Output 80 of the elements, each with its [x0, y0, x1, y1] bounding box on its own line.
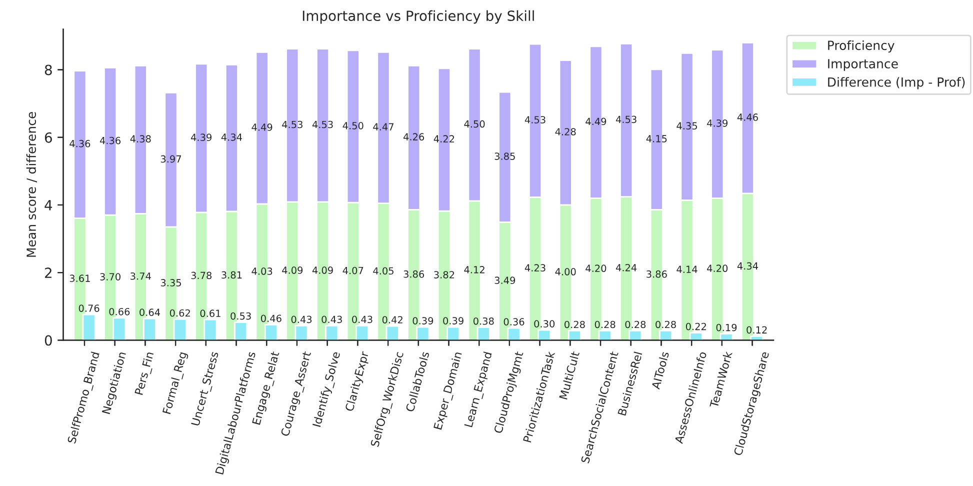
data-label: 0.28 [594, 320, 616, 328]
data-label: 0.43 [291, 316, 312, 324]
data-label: 0.38 [473, 317, 494, 325]
data-label: 4.05 [373, 267, 394, 275]
data-label: 0.30 [534, 320, 555, 328]
data-label: 4.24 [616, 264, 637, 272]
data-label: 0.39 [412, 317, 434, 324]
data-label: 4.49 [252, 124, 272, 131]
data-label: 4.20 [586, 264, 606, 272]
data-label: 3.74 [130, 272, 151, 280]
data-label: 4.15 [646, 135, 667, 142]
data-label: 0.42 [382, 316, 402, 324]
data-label: 4.53 [282, 120, 302, 128]
data-label: 0.22 [686, 322, 706, 330]
chart-title: Importance vs Proficiency by Skill [302, 10, 534, 24]
data-label: 4.22 [434, 135, 454, 142]
data-label: 4.53 [312, 120, 333, 128]
data-label: 4.35 [676, 122, 697, 130]
data-label: 4.09 [312, 266, 333, 274]
data-label: 4.36 [100, 136, 121, 144]
data-label: 0.46 [260, 314, 282, 322]
data-label: 0.36 [504, 318, 524, 326]
data-label: 0.66 [109, 308, 130, 316]
data-label: 0.64 [140, 308, 160, 316]
data-label: 4.07 [342, 266, 364, 274]
data-label: 4.49 [586, 118, 606, 126]
data-label: 4.12 [464, 266, 484, 274]
data-label: 0.19 [716, 324, 737, 332]
data-label: 3.86 [646, 270, 667, 278]
data-label: 3.78 [191, 272, 212, 280]
y-tick-label: 6 [44, 132, 52, 143]
legend-label: Difference (Imp - Prof) [828, 77, 965, 90]
data-label: 4.28 [555, 128, 576, 136]
data-label: 0.43 [322, 316, 342, 324]
data-label: 0.43 [352, 316, 372, 324]
x-tick-label: AITools [651, 351, 670, 390]
data-label: 4.09 [282, 266, 303, 274]
data-label: 4.39 [707, 119, 728, 127]
data-label: 4.36 [70, 140, 90, 148]
data-label: 0.28 [564, 320, 585, 328]
data-label: 0.28 [625, 320, 646, 328]
data-label: 4.34 [221, 133, 242, 141]
y-tick-label: 8 [44, 64, 52, 76]
data-label: 4.46 [737, 114, 758, 121]
data-label: 4.00 [555, 268, 576, 276]
y-tick-label: 0 [44, 335, 52, 346]
data-label: 3.82 [434, 271, 454, 278]
data-label: 4.14 [676, 266, 698, 273]
data-label: 4.34 [737, 262, 758, 270]
data-label: 4.20 [707, 264, 728, 272]
data-label: 3.35 [160, 279, 181, 286]
data-label: 4.47 [373, 123, 394, 130]
y-axis-title: Mean score / difference [26, 112, 37, 257]
data-label: 4.53 [616, 116, 636, 124]
data-label: 0.62 [170, 309, 190, 317]
data-label: 3.97 [160, 155, 181, 163]
data-label: 3.61 [70, 274, 90, 282]
data-label: 0.39 [443, 317, 464, 324]
legend-label: Proficiency [828, 40, 894, 53]
data-label: 4.39 [191, 134, 212, 142]
data-label: 4.50 [464, 120, 485, 128]
legend-label: Importance [828, 59, 898, 71]
data-label: 0.12 [746, 326, 767, 334]
data-label: 0.53 [230, 312, 251, 320]
data-label: 0.28 [656, 320, 676, 328]
data-label: 4.26 [403, 133, 424, 141]
data-label: 3.86 [404, 270, 424, 278]
data-label: 3.70 [100, 273, 120, 280]
data-label: 4.53 [524, 116, 546, 124]
data-label: 4.03 [252, 268, 272, 275]
data-label: 4.50 [342, 122, 364, 130]
data-label: 3.49 [494, 276, 516, 284]
data-label: 0.61 [200, 310, 220, 318]
data-label: 3.81 [222, 271, 242, 279]
data-label: 4.38 [130, 135, 151, 143]
data-label: 0.76 [78, 304, 100, 312]
y-tick-label: 4 [44, 200, 52, 210]
y-tick-label: 2 [45, 268, 52, 278]
data-label: 3.85 [494, 152, 515, 160]
data-label: 4.23 [524, 264, 546, 272]
